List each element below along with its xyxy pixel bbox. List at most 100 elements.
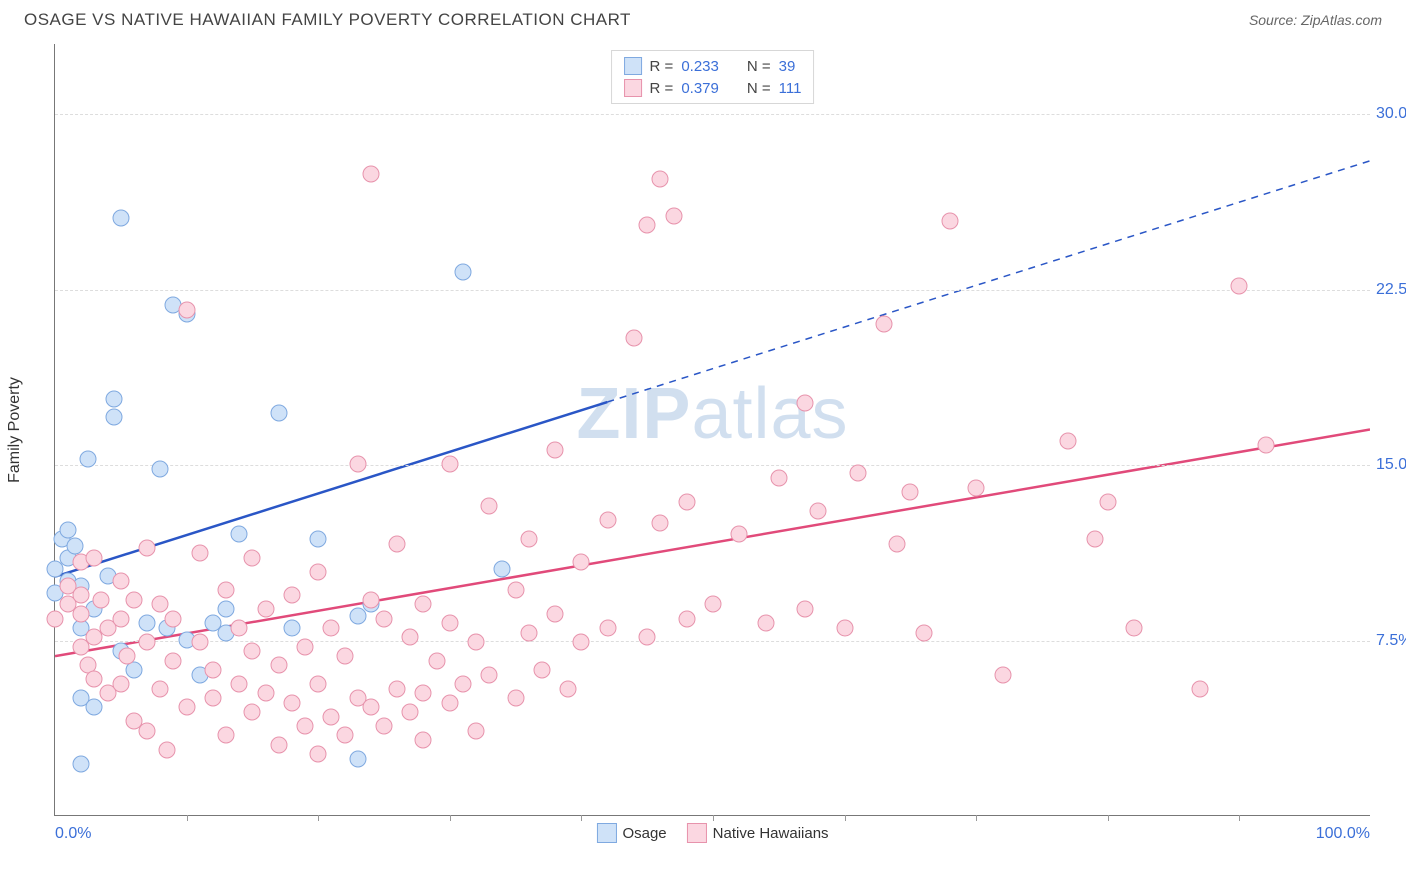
data-point-hawaiians bbox=[244, 643, 261, 660]
stat-label: R = bbox=[650, 58, 674, 75]
data-point-hawaiians bbox=[310, 676, 327, 693]
data-point-hawaiians bbox=[336, 647, 353, 664]
data-point-osage bbox=[66, 537, 83, 554]
data-point-hawaiians bbox=[573, 633, 590, 650]
stats-row-hawaiians: R =0.379N =111 bbox=[624, 77, 802, 99]
data-point-hawaiians bbox=[125, 591, 142, 608]
data-point-hawaiians bbox=[599, 512, 616, 529]
source-attribution: Source: ZipAtlas.com bbox=[1249, 12, 1382, 28]
data-point-osage bbox=[218, 601, 235, 618]
data-point-hawaiians bbox=[323, 708, 340, 725]
y-tick-label: 22.5% bbox=[1376, 281, 1406, 299]
y-tick-label: 30.0% bbox=[1376, 105, 1406, 123]
data-point-hawaiians bbox=[191, 633, 208, 650]
data-point-hawaiians bbox=[112, 573, 129, 590]
y-tick-label: 7.5% bbox=[1376, 632, 1406, 650]
data-point-hawaiians bbox=[797, 601, 814, 618]
data-point-osage bbox=[231, 526, 248, 543]
swatch-osage bbox=[596, 823, 616, 843]
data-point-hawaiians bbox=[468, 722, 485, 739]
data-point-hawaiians bbox=[415, 732, 432, 749]
n-value-osage: 39 bbox=[779, 58, 796, 75]
data-point-hawaiians bbox=[481, 498, 498, 515]
data-point-hawaiians bbox=[468, 633, 485, 650]
data-point-hawaiians bbox=[441, 456, 458, 473]
data-point-hawaiians bbox=[283, 587, 300, 604]
stats-legend: R =0.233N =39R =0.379N =111 bbox=[611, 50, 815, 104]
data-point-hawaiians bbox=[520, 624, 537, 641]
data-point-hawaiians bbox=[362, 699, 379, 716]
data-point-hawaiians bbox=[139, 540, 156, 557]
data-point-osage bbox=[106, 409, 123, 426]
x-tick bbox=[450, 815, 451, 821]
data-point-hawaiians bbox=[507, 582, 524, 599]
data-point-osage bbox=[73, 755, 90, 772]
legend-item-osage: Osage bbox=[596, 823, 666, 843]
data-point-hawaiians bbox=[639, 629, 656, 646]
data-point-hawaiians bbox=[336, 727, 353, 744]
data-point-hawaiians bbox=[1191, 680, 1208, 697]
data-point-hawaiians bbox=[968, 479, 985, 496]
data-point-hawaiians bbox=[415, 596, 432, 613]
data-point-hawaiians bbox=[362, 591, 379, 608]
data-point-hawaiians bbox=[376, 718, 393, 735]
trend-line-hawaiians bbox=[55, 430, 1370, 657]
data-point-hawaiians bbox=[270, 736, 287, 753]
x-tick-label: 0.0% bbox=[55, 825, 91, 843]
data-point-hawaiians bbox=[849, 465, 866, 482]
data-point-hawaiians bbox=[1086, 530, 1103, 547]
data-point-hawaiians bbox=[376, 610, 393, 627]
data-point-hawaiians bbox=[218, 582, 235, 599]
data-point-hawaiians bbox=[560, 680, 577, 697]
data-point-hawaiians bbox=[797, 395, 814, 412]
trend-line-osage-extrapolated bbox=[607, 161, 1370, 402]
data-point-hawaiians bbox=[1231, 278, 1248, 295]
data-point-hawaiians bbox=[112, 610, 129, 627]
x-tick-label: 100.0% bbox=[1316, 825, 1370, 843]
data-point-hawaiians bbox=[520, 530, 537, 547]
data-point-hawaiians bbox=[731, 526, 748, 543]
data-point-hawaiians bbox=[454, 676, 471, 693]
data-point-hawaiians bbox=[73, 605, 90, 622]
stat-label: N = bbox=[747, 58, 771, 75]
data-point-hawaiians bbox=[770, 470, 787, 487]
data-point-hawaiians bbox=[191, 545, 208, 562]
trend-line-osage bbox=[55, 402, 607, 577]
data-point-hawaiians bbox=[915, 624, 932, 641]
swatch-osage bbox=[624, 57, 642, 75]
data-point-hawaiians bbox=[231, 676, 248, 693]
data-point-hawaiians bbox=[994, 666, 1011, 683]
data-point-hawaiians bbox=[323, 619, 340, 636]
data-point-osage bbox=[494, 561, 511, 578]
swatch-hawaiians bbox=[687, 823, 707, 843]
data-point-hawaiians bbox=[1126, 619, 1143, 636]
data-point-osage bbox=[310, 530, 327, 547]
data-point-hawaiians bbox=[178, 699, 195, 716]
gridline bbox=[55, 290, 1370, 291]
data-point-hawaiians bbox=[441, 615, 458, 632]
watermark: ZIPatlas bbox=[576, 373, 848, 455]
data-point-hawaiians bbox=[349, 456, 366, 473]
data-point-hawaiians bbox=[573, 554, 590, 571]
data-point-hawaiians bbox=[389, 680, 406, 697]
data-point-hawaiians bbox=[283, 694, 300, 711]
data-point-osage bbox=[270, 404, 287, 421]
stats-row-osage: R =0.233N =39 bbox=[624, 55, 802, 77]
data-point-hawaiians bbox=[1099, 493, 1116, 510]
series-legend: Osage Native Hawaiians bbox=[596, 823, 828, 843]
data-point-hawaiians bbox=[231, 619, 248, 636]
n-value-hawaiians: 111 bbox=[779, 80, 802, 97]
chart-title: OSAGE VS NATIVE HAWAIIAN FAMILY POVERTY … bbox=[24, 10, 631, 30]
data-point-hawaiians bbox=[402, 704, 419, 721]
data-point-hawaiians bbox=[112, 676, 129, 693]
data-point-hawaiians bbox=[297, 718, 314, 735]
gridline bbox=[55, 114, 1370, 115]
data-point-hawaiians bbox=[310, 563, 327, 580]
data-point-hawaiians bbox=[757, 615, 774, 632]
data-point-hawaiians bbox=[158, 741, 175, 758]
x-tick bbox=[581, 815, 582, 821]
legend-item-hawaiians: Native Hawaiians bbox=[687, 823, 829, 843]
data-point-hawaiians bbox=[507, 690, 524, 707]
gridline bbox=[55, 465, 1370, 466]
data-point-hawaiians bbox=[547, 605, 564, 622]
